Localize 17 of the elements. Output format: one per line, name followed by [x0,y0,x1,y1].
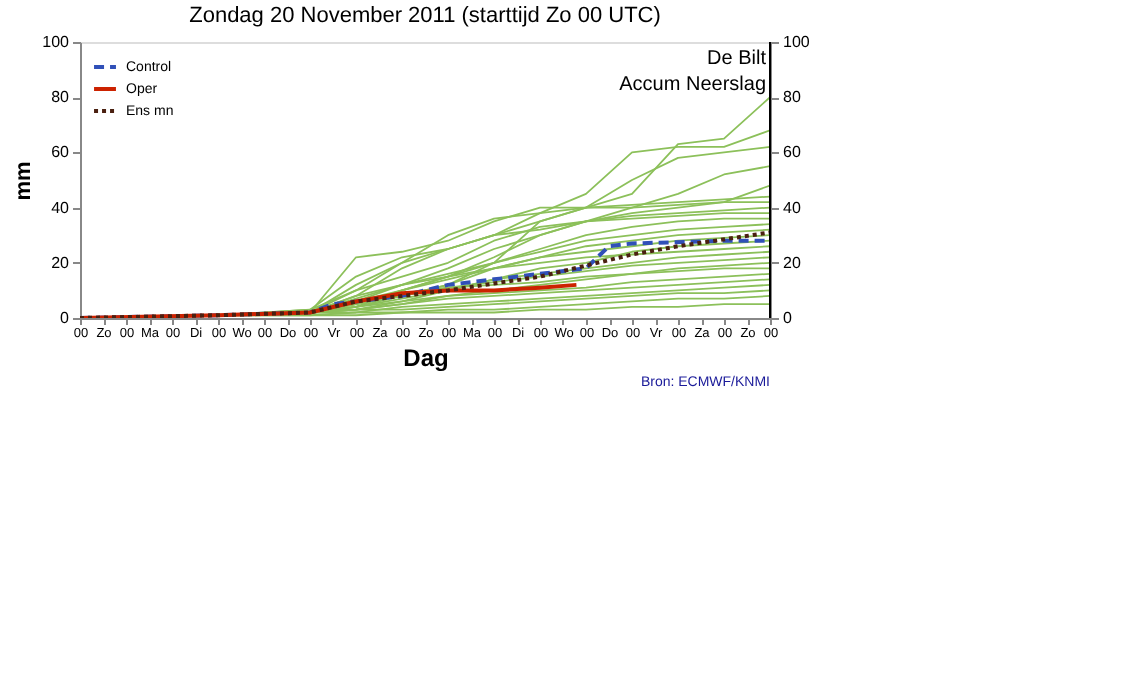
x-axis-title: Dag [403,344,449,372]
y2-tick-label: 100 [783,33,811,51]
y2-tick-label: 0 [783,309,793,327]
chart-title: Zondag 20 November 2011 (starttijd Zo 00 UTC) [189,4,661,28]
annotation: De Bilt [707,48,767,70]
annotation: Accum Neerslag [619,74,766,96]
y-tick-label: 20 [51,253,71,272]
y2-tick-label: 80 [783,88,802,107]
y-tick-label: 40 [51,198,71,217]
y-tick-label: 80 [51,88,71,107]
y2-tick-label: 60 [783,143,802,162]
y-tick-label: 0 [60,309,71,327]
y-tick-label: 100 [42,33,71,51]
y2-tick-label: 20 [783,253,802,272]
y-axis-title: mm [12,161,37,201]
y-tick-label: 60 [51,143,71,162]
y2-tick-label: 40 [783,198,802,217]
